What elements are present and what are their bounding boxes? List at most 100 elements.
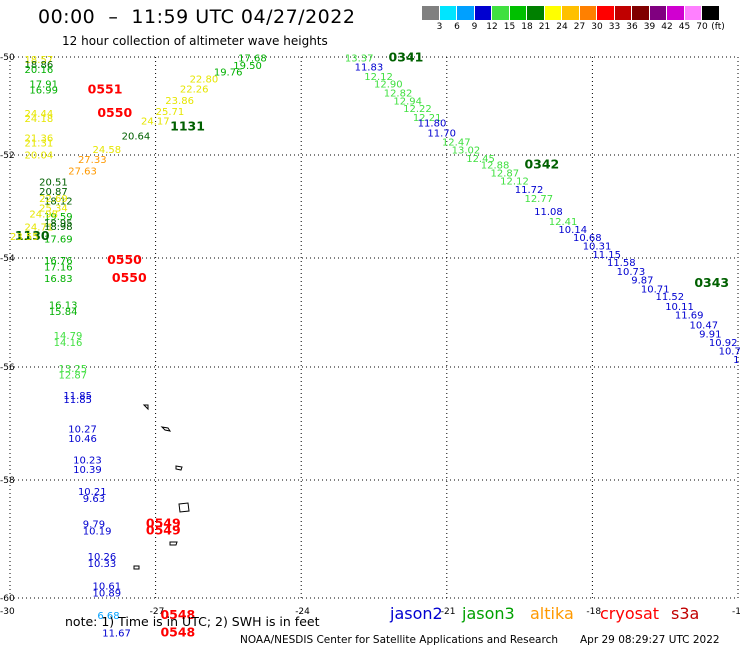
wave-height-label: 20.51 (39, 178, 68, 189)
pass-time-label: 0341 (389, 50, 424, 65)
satellite-name-altika: altika (530, 604, 574, 623)
legend-label: 24 (556, 22, 568, 32)
wave-height-label: 12.41 (549, 217, 578, 228)
legend-label: 36 (626, 22, 638, 32)
legend-label: 6 (454, 22, 460, 32)
legend-label: 21 (538, 22, 551, 32)
pass-time-label: 0550 (112, 270, 147, 285)
legend-labels: 3 6 9 12 15 18 21 24 27 30 33 36 39 42 45 70 (ft) (422, 22, 740, 34)
wave-height-label: 11.70 (427, 129, 456, 140)
lon-tick-label: -15 (732, 607, 740, 617)
wave-height-label: 10.23 (73, 455, 102, 466)
legend-swatch (684, 6, 702, 20)
legend-label: 33 (608, 22, 621, 32)
wave-height-label: 18.98 (44, 222, 73, 233)
wave-height-label: 22.69 (39, 194, 68, 205)
legend-swatch (562, 6, 580, 20)
legend-swatch (579, 6, 597, 20)
wave-height-label: 11.85 (63, 391, 92, 402)
wave-height-label: 9.91 (699, 330, 721, 341)
wave-height-label: 12.87 (59, 371, 88, 382)
pass-time-label: 1131 (170, 119, 205, 134)
wave-height-label: 17.69 (44, 234, 73, 245)
wave-height-label: 10.21 (78, 487, 107, 498)
wave-height-label: 25.34 (39, 203, 68, 214)
wave-height-label: 27.63 (68, 166, 97, 177)
legend-swatch (527, 6, 545, 20)
legend-swatch (544, 6, 562, 20)
wave-height-label: 24.71 (25, 223, 54, 234)
pass-time-label: 0551 (88, 81, 123, 96)
wave-height-label: 10.47 (689, 320, 718, 331)
wave-height-label: 11.69 (675, 311, 704, 322)
wave-height-label: 12.82 (384, 88, 413, 99)
legend-swatch (509, 6, 527, 20)
wave-height-label: 23.55 (10, 232, 39, 243)
wave-height-label: 6.68 (97, 611, 119, 622)
wave-height-label: 12.12 (364, 72, 393, 83)
legend-swatch (702, 6, 720, 20)
wave-height-label: 27.33 (78, 155, 107, 166)
wave-height-label: 24.58 (93, 145, 122, 156)
wave-height-label: 17.16 (44, 263, 73, 274)
legend-label: 18 (521, 22, 533, 32)
pass-time-label: 0549 (146, 515, 181, 530)
islands (133, 404, 190, 570)
wave-height-label: 11.67 (102, 628, 131, 639)
wave-height-label: 12.21 (413, 113, 442, 124)
wave-height-label: 10.89 (93, 588, 122, 599)
island (175, 465, 183, 471)
wave-height-label: 10.27 (68, 424, 97, 435)
page-subtitle: 12 hour collection of altimeter wave hei… (62, 34, 328, 48)
legend-swatch (439, 6, 457, 20)
wave-height-label: 24.17 (141, 117, 170, 128)
island (169, 541, 178, 546)
legend-swatches (422, 6, 720, 20)
wave-height-label: 16.76 (44, 256, 73, 267)
satellite-name-s3a: s3a (671, 604, 700, 623)
wave-height-label: 21.31 (25, 138, 54, 149)
wave-height-label: 18.86 (25, 60, 54, 71)
pass-time-label: 0342 (524, 157, 559, 172)
wave-height-label: 10.71 (719, 346, 740, 357)
wave-height-label: 16.83 (44, 274, 73, 285)
wave-height-label: 10.31 (583, 242, 612, 253)
pass-time-label: 0550 (97, 105, 132, 120)
legend-swatch (632, 6, 650, 20)
wave-height-label: 10.68 (573, 233, 602, 244)
wave-height-label: 19.50 (233, 61, 262, 72)
wave-height-label: 12.47 (442, 137, 471, 148)
credit-text: NOAA/NESDIS Center for Satellite Applica… (240, 634, 558, 646)
pass-time-label: 0548 (160, 607, 195, 622)
wave-height-label: 11.80 (418, 119, 447, 130)
wave-height-label: 11.52 (655, 292, 684, 303)
lon-tick-label: -21 (441, 607, 456, 617)
legend-label: 27 (573, 22, 586, 32)
legend-label: 70 (696, 22, 708, 32)
wave-height-label: 10.26 (88, 552, 117, 563)
legend-label: 12 (486, 22, 498, 32)
pass-time-label: 0343 (694, 275, 729, 290)
wave-height-label: 14.16 (54, 338, 83, 349)
wave-height-label: 13.02 (452, 146, 481, 157)
wave-height-label: 20.04 (25, 151, 54, 162)
wave-height-label: 16.13 (49, 301, 78, 312)
island (142, 404, 149, 411)
legend-label: 9 (471, 22, 478, 32)
lat-tick-label: -52 (0, 151, 15, 161)
wave-height-label: 10.73 (617, 267, 646, 278)
wave-height-label: 24.98 (29, 210, 58, 221)
lat-tick-label: -58 (0, 476, 15, 486)
satellite-name-jason3: jason3 (462, 604, 515, 623)
legend-unit: (ft) (711, 22, 725, 32)
legend-swatch (422, 6, 440, 20)
lat-tick-label: -50 (0, 53, 15, 63)
wave-height-label: 17.68 (238, 54, 267, 65)
legend-swatch (474, 6, 492, 20)
legend-swatch (492, 6, 510, 20)
wave-height-label: 18.95 (44, 218, 73, 229)
wave-height-label: 18.12 (44, 196, 73, 207)
legend-label: 15 (503, 22, 516, 32)
